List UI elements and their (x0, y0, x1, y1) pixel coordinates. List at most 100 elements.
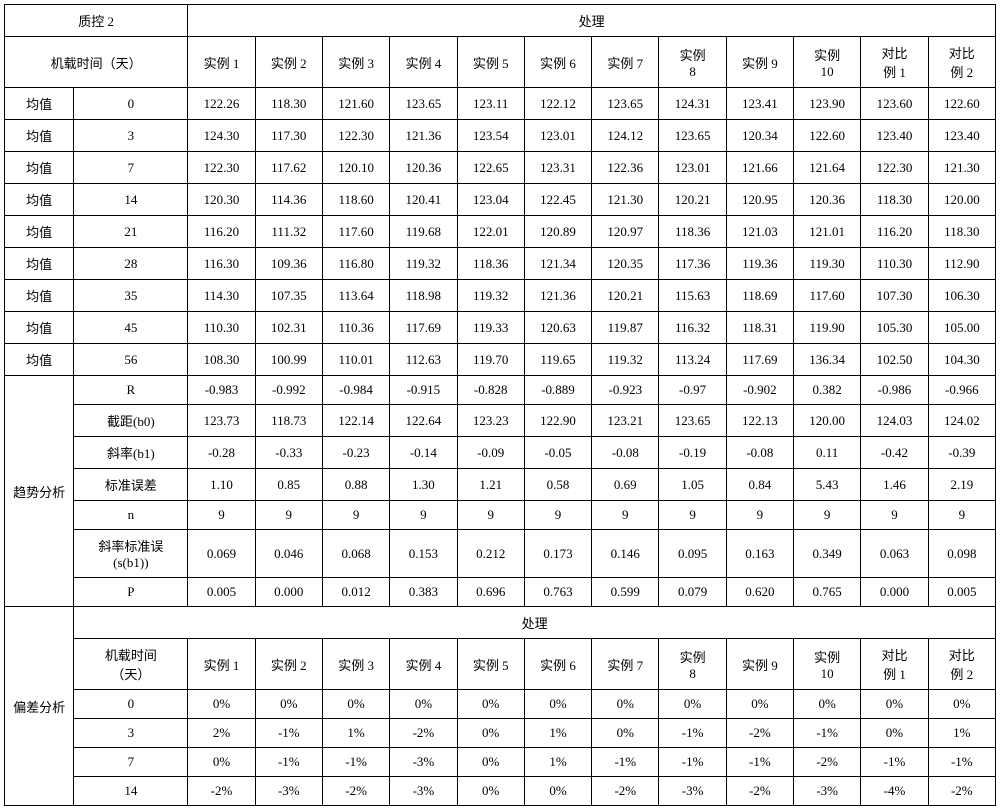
deviation-column-header-6: 实例 7 (592, 639, 659, 690)
trend-value: 0.079 (659, 578, 726, 607)
trend-value: 0.696 (457, 578, 524, 607)
mean-time: 14 (74, 184, 188, 216)
trend-value: 9 (794, 501, 861, 530)
trend-value: -0.923 (592, 376, 659, 405)
trend-value: -0.09 (457, 437, 524, 469)
mean-value: 110.36 (322, 312, 389, 344)
deviation-sub-left: 机载时间（天） (74, 639, 188, 690)
mean-value: 113.64 (322, 280, 389, 312)
mean-time: 45 (74, 312, 188, 344)
trend-value: -0.992 (255, 376, 322, 405)
mean-value: 119.32 (457, 280, 524, 312)
trend-value: 5.43 (794, 469, 861, 501)
mean-value: 100.99 (255, 344, 322, 376)
mean-value: 123.31 (524, 152, 591, 184)
mean-value: 119.65 (524, 344, 591, 376)
mean-value: 112.63 (390, 344, 457, 376)
trend-value: 123.23 (457, 405, 524, 437)
deviation-value: -1% (928, 748, 995, 777)
trend-value: 0.153 (390, 530, 457, 578)
deviation-value: 0% (457, 719, 524, 748)
deviation-column-header-3: 实例 4 (390, 639, 457, 690)
deviation-value: 2% (188, 719, 255, 748)
mean-value: 109.36 (255, 248, 322, 280)
trend-value: 124.03 (861, 405, 928, 437)
mean-label: 均值 (5, 120, 74, 152)
mean-value: 105.00 (928, 312, 995, 344)
trend-value: 0.620 (726, 578, 793, 607)
trend-value: 0.000 (255, 578, 322, 607)
trend-value: -0.966 (928, 376, 995, 405)
mean-value: 123.41 (726, 88, 793, 120)
mean-value: 119.90 (794, 312, 861, 344)
mean-value: 111.32 (255, 216, 322, 248)
mean-time: 3 (74, 120, 188, 152)
mean-value: 107.35 (255, 280, 322, 312)
deviation-value: 0% (524, 777, 591, 806)
mean-time: 56 (74, 344, 188, 376)
trend-value: 2.19 (928, 469, 995, 501)
mean-value: 123.04 (457, 184, 524, 216)
trend-value: -0.828 (457, 376, 524, 405)
trend-group-label: 趋势分析 (5, 376, 74, 607)
mean-value: 113.24 (659, 344, 726, 376)
mean-label: 均值 (5, 280, 74, 312)
deviation-value: -3% (390, 748, 457, 777)
trend-value: 0.146 (592, 530, 659, 578)
trend-value: 0.069 (188, 530, 255, 578)
mean-value: 114.30 (188, 280, 255, 312)
mean-value: 122.30 (861, 152, 928, 184)
deviation-column-header-2: 实例 3 (322, 639, 389, 690)
mean-value: 123.65 (592, 88, 659, 120)
mean-value: 116.32 (659, 312, 726, 344)
deviation-value: -2% (390, 719, 457, 748)
deviation-value: 0% (457, 777, 524, 806)
trend-value: -0.19 (659, 437, 726, 469)
mean-value: 120.95 (726, 184, 793, 216)
deviation-value: 0% (928, 690, 995, 719)
mean-value: 123.60 (861, 88, 928, 120)
trend-value: 0.098 (928, 530, 995, 578)
deviation-value: -3% (255, 777, 322, 806)
mean-value: 121.60 (322, 88, 389, 120)
trend-value: 0.349 (794, 530, 861, 578)
trend-value: -0.08 (592, 437, 659, 469)
deviation-column-header-0: 实例 1 (188, 639, 255, 690)
trend-key: 斜率标准误(s(b1)) (74, 530, 188, 578)
mean-value: 102.31 (255, 312, 322, 344)
mean-value: 120.63 (524, 312, 591, 344)
trend-value: -0.984 (322, 376, 389, 405)
mean-value: 122.45 (524, 184, 591, 216)
deviation-value: 0% (457, 690, 524, 719)
trend-value: 0.173 (524, 530, 591, 578)
trend-value: -0.42 (861, 437, 928, 469)
trend-value: -0.08 (726, 437, 793, 469)
deviation-value: 0% (861, 719, 928, 748)
deviation-value: -2% (794, 748, 861, 777)
trend-value: -0.97 (659, 376, 726, 405)
mean-value: 123.01 (524, 120, 591, 152)
mean-value: 122.60 (928, 88, 995, 120)
mean-label: 均值 (5, 184, 74, 216)
deviation-value: -2% (928, 777, 995, 806)
mean-value: 122.36 (592, 152, 659, 184)
deviation-value: -3% (794, 777, 861, 806)
mean-value: 119.32 (592, 344, 659, 376)
mean-value: 122.01 (457, 216, 524, 248)
trend-key: 标准误差 (74, 469, 188, 501)
mean-value: 121.36 (524, 280, 591, 312)
trend-value: 0.005 (928, 578, 995, 607)
mean-value: 121.01 (794, 216, 861, 248)
trend-key: R (74, 376, 188, 405)
deviation-time: 14 (74, 777, 188, 806)
trend-value: -0.983 (188, 376, 255, 405)
deviation-value: 0% (726, 690, 793, 719)
trend-value: 9 (457, 501, 524, 530)
trend-value: -0.889 (524, 376, 591, 405)
data-table: 质控 2处理机载时间（天）实例 1实例 2实例 3实例 4实例 5实例 6实例 … (4, 4, 996, 806)
deviation-value: -2% (726, 777, 793, 806)
mean-value: 112.90 (928, 248, 995, 280)
mean-value: 123.40 (861, 120, 928, 152)
mean-time: 7 (74, 152, 188, 184)
mean-value: 120.21 (659, 184, 726, 216)
